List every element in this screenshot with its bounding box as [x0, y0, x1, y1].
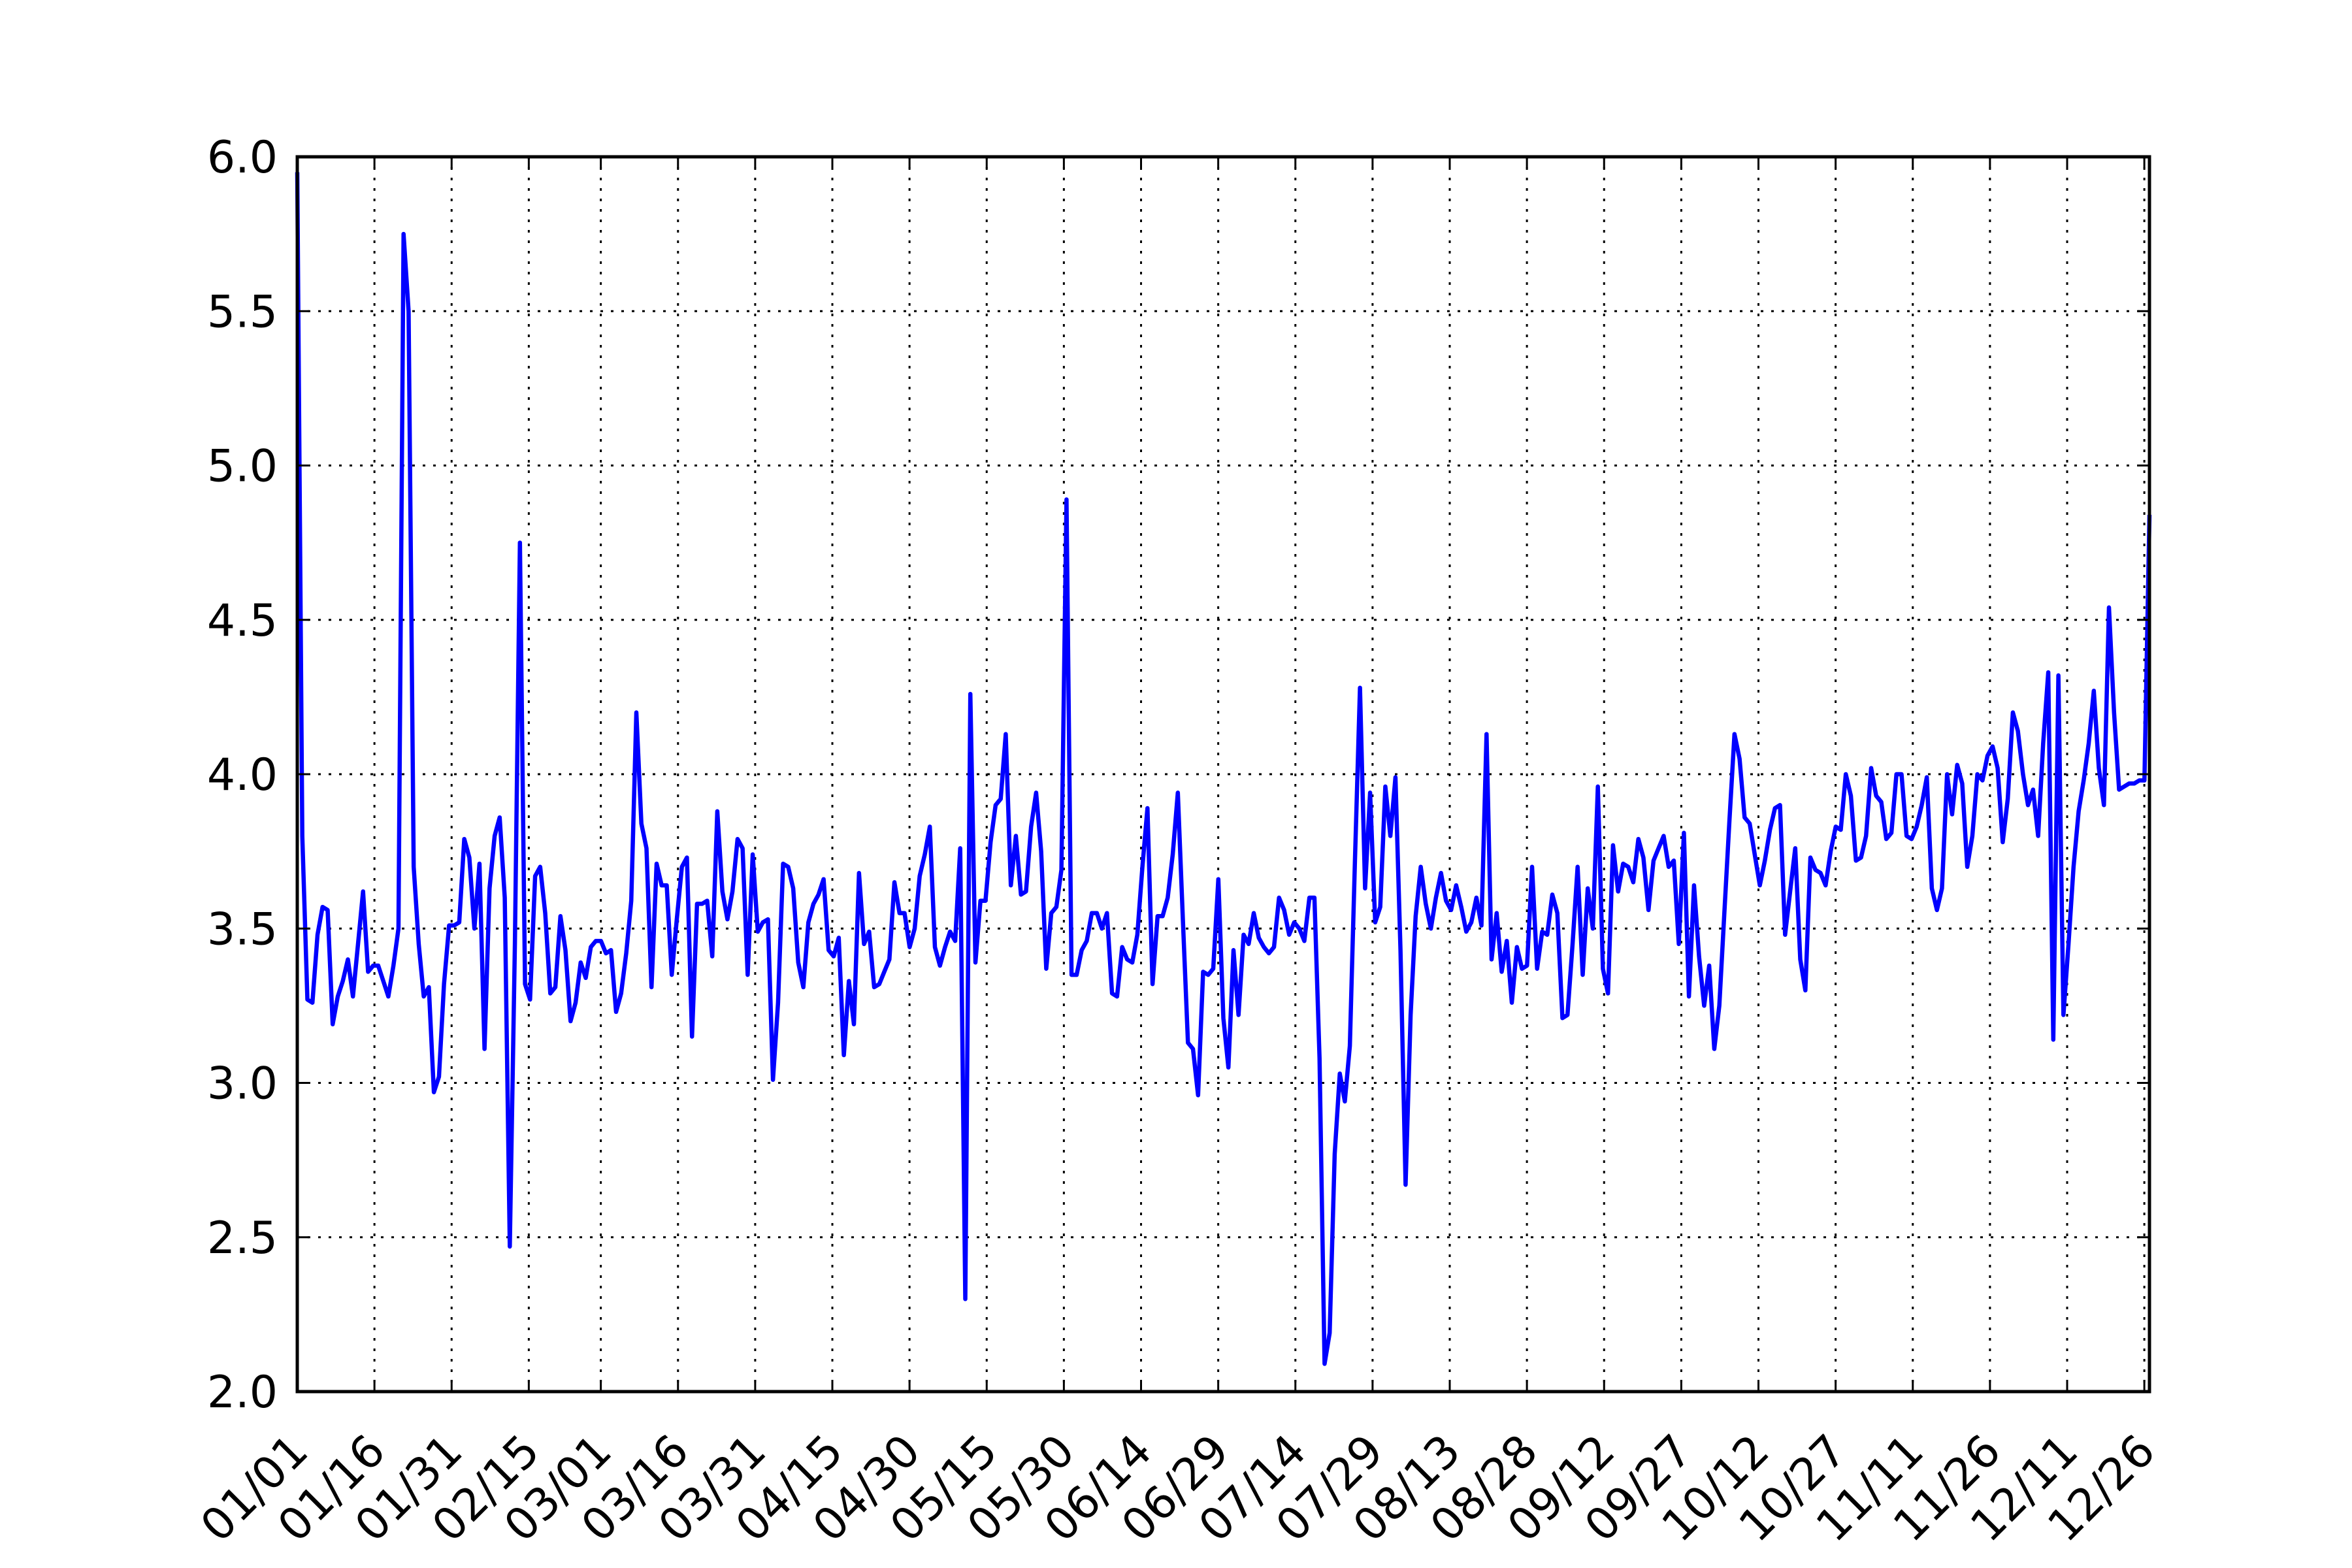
- y-tick-label: 2.5: [207, 1213, 278, 1264]
- series-line-0: [295, 172, 2152, 1366]
- y-tick-label: 5.5: [207, 286, 278, 338]
- y-tick-label: 3.0: [207, 1058, 278, 1110]
- y-tick-label: 5.0: [207, 441, 278, 493]
- y-tick-label: 4.5: [207, 595, 278, 647]
- y-tick-label: 4.0: [207, 749, 278, 801]
- y-tick-label: 2.0: [207, 1367, 278, 1418]
- y-tick-label: 3.5: [207, 904, 278, 955]
- axis-ticks: [296, 155, 2149, 1393]
- y-tick-label: 6.0: [207, 132, 278, 184]
- series-layer: [295, 172, 2152, 1366]
- y-axis-tick-labels: 2.0 2.5 3.0 3.5 4.0 4.5 5.0 5.5 6.0: [207, 132, 278, 1418]
